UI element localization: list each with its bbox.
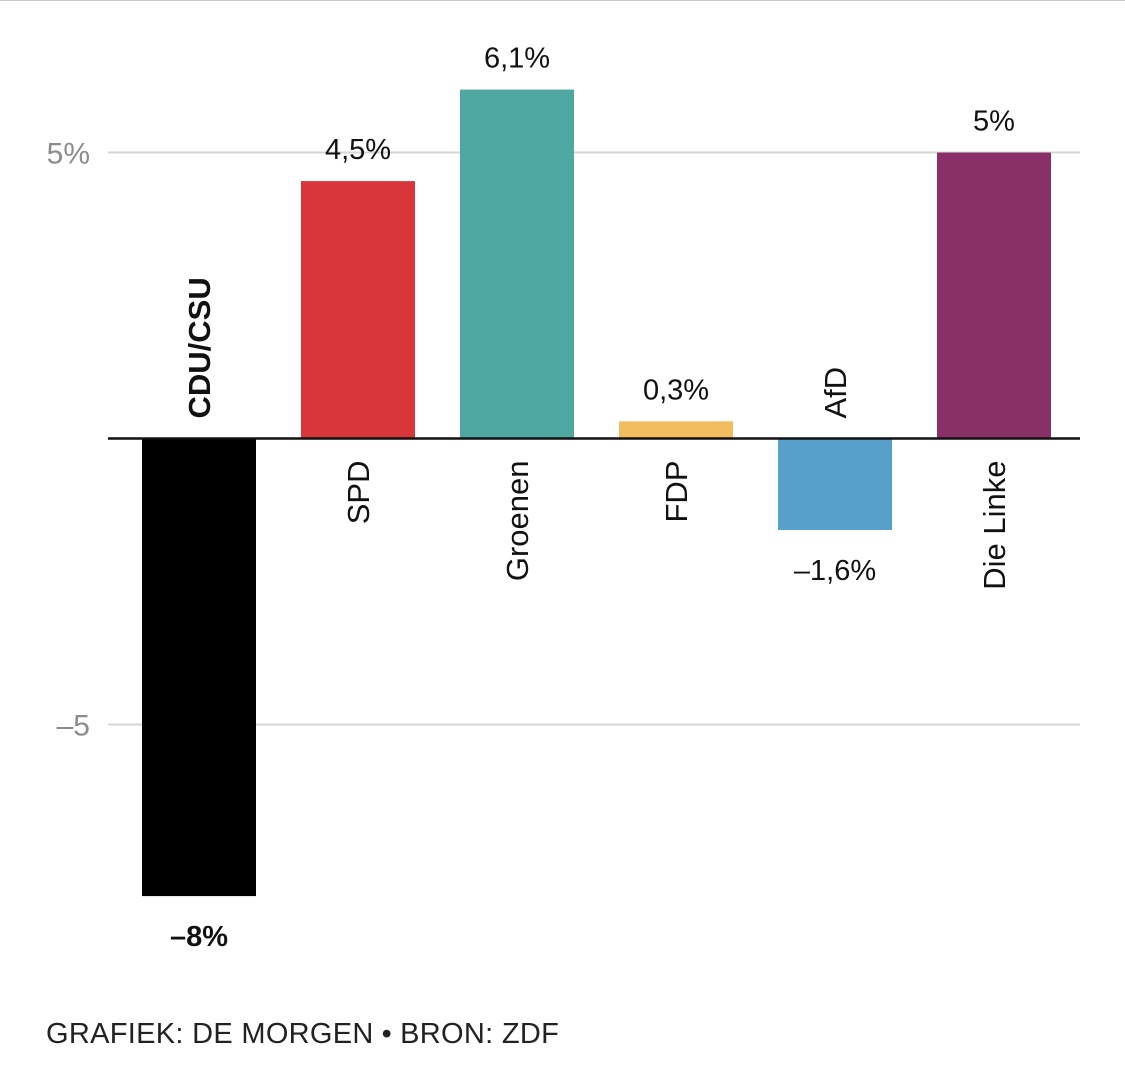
category-label-die-linke: Die Linke bbox=[977, 461, 1012, 590]
grid-layer: 5% –5 bbox=[47, 138, 1080, 743]
bars-layer bbox=[108, 89, 1080, 897]
value-label-die-linke: 5% bbox=[973, 106, 1015, 138]
bar-cdu-csu bbox=[142, 438, 256, 897]
footer-credit: GRAFIEK: DE MORGEN • BRON: ZDF bbox=[46, 1018, 559, 1051]
bar-die-linke bbox=[937, 152, 1051, 439]
bar-fdp bbox=[619, 421, 733, 439]
value-label-spd: 4,5% bbox=[325, 134, 391, 166]
value-label-groenen: 6,1% bbox=[484, 43, 550, 75]
value-label-fdp: 0,3% bbox=[643, 374, 709, 406]
y-tick-label: 5% bbox=[47, 138, 90, 171]
value-label-cdu-csu: –8% bbox=[170, 921, 228, 953]
value-label-afd: –1,6% bbox=[794, 555, 876, 587]
bar-chart: 5% –5 –8% CDU/CSU 4,5% SPD 6,1% Groenen 0,3% FDP… bbox=[47, 43, 1080, 954]
y-tick-label: –5 bbox=[57, 710, 90, 743]
bar-afd bbox=[778, 438, 892, 531]
footer-source-text: BRON: ZDF bbox=[400, 1018, 560, 1050]
bar-spd bbox=[301, 181, 415, 439]
footer-separator: • bbox=[381, 1018, 393, 1050]
labels-layer: –8% CDU/CSU 4,5% SPD 6,1% Groenen 0,3% FDP –1,6%… bbox=[170, 43, 1015, 954]
footer-credit-text: GRAFIEK: DE MORGEN bbox=[46, 1018, 374, 1050]
category-label-afd: AfD bbox=[818, 367, 853, 419]
category-label-groenen: Groenen bbox=[500, 461, 535, 582]
bar-groenen bbox=[460, 89, 574, 439]
category-label-fdp: FDP bbox=[659, 461, 694, 523]
category-label-cdu-csu: CDU/CSU bbox=[182, 277, 217, 418]
category-label-spd: SPD bbox=[341, 461, 376, 525]
top-rule bbox=[0, 0, 1125, 1]
